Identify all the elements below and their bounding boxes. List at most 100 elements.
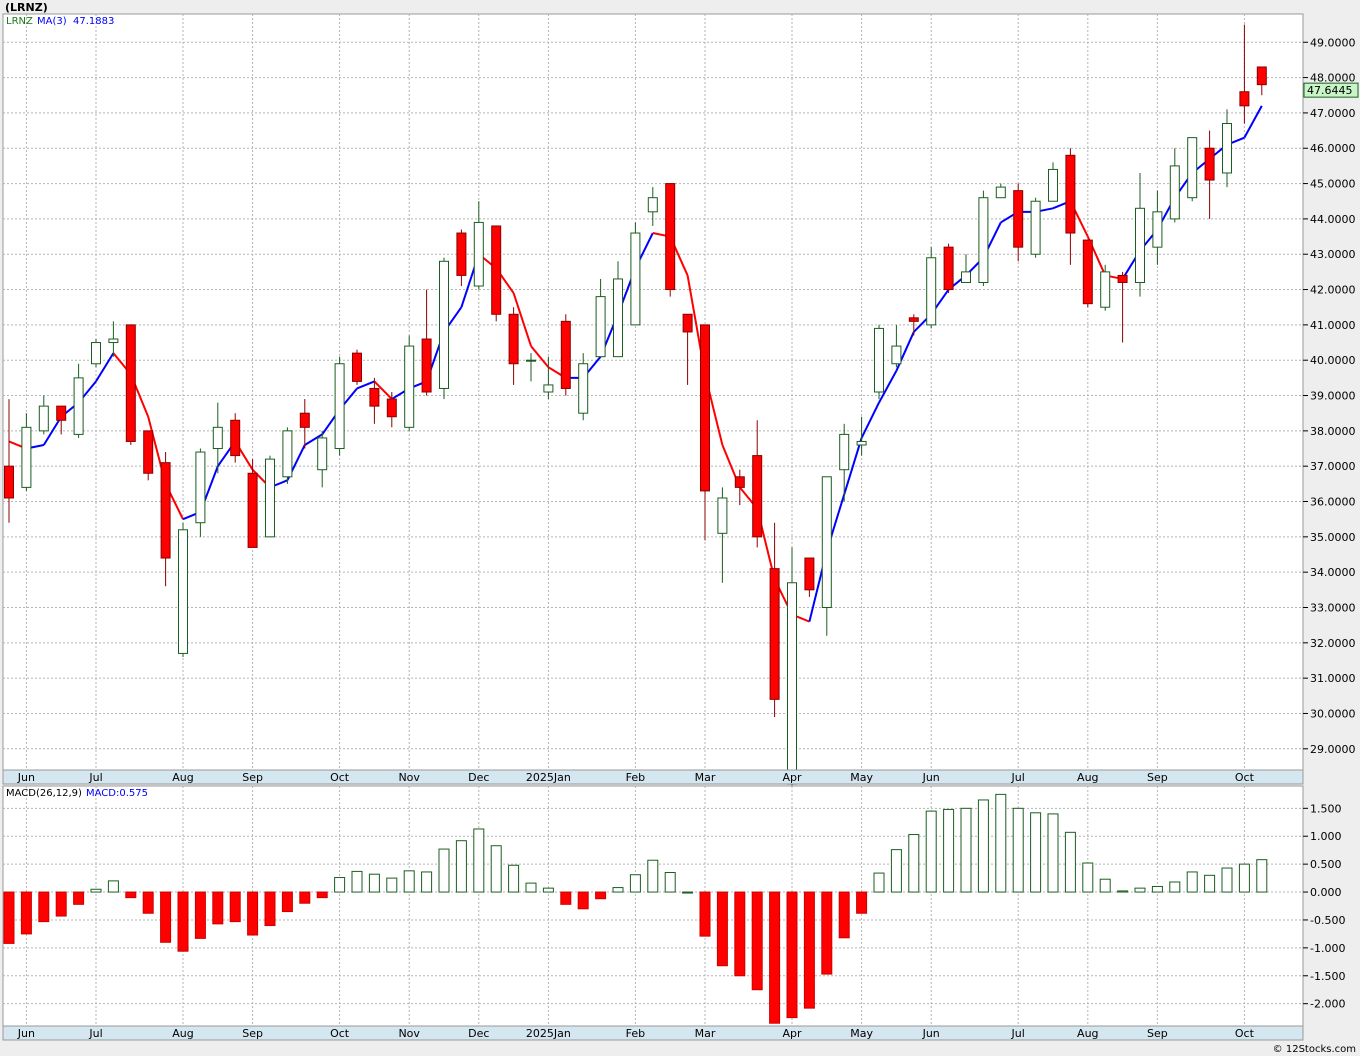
macd-bar — [177, 891, 189, 952]
candle — [456, 229, 467, 287]
candle — [874, 324, 884, 400]
candle-body — [1135, 207, 1145, 283]
candle — [717, 487, 728, 583]
macd-bar — [1134, 887, 1146, 893]
price-tick-label: 38.0000 — [1310, 425, 1356, 438]
candle-body — [1048, 168, 1058, 202]
macd-bar — [734, 891, 746, 977]
candle — [752, 420, 763, 548]
candle-body — [578, 363, 589, 414]
candle — [108, 321, 119, 357]
candle — [230, 413, 241, 463]
candle-body — [734, 476, 745, 488]
candle-body — [1169, 165, 1180, 220]
macd-bar — [629, 874, 641, 893]
candle-body — [38, 405, 49, 432]
ma3-segment — [530, 345, 550, 368]
candle — [212, 402, 223, 474]
candle — [38, 395, 49, 435]
candle-body — [787, 582, 797, 785]
candle-body — [630, 232, 641, 326]
candle — [1082, 239, 1093, 308]
macd-x-tick-label: Jul — [1011, 1027, 1025, 1040]
candle-body — [1239, 91, 1250, 107]
macd-bar — [229, 891, 241, 923]
candle-body — [108, 338, 119, 344]
macd-bar — [560, 891, 572, 905]
candle-body — [439, 260, 449, 389]
macd-bar — [299, 891, 311, 904]
candle-body — [1100, 271, 1111, 308]
ma-legend-label: MA(3) — [37, 16, 67, 27]
macd-bar — [925, 810, 937, 893]
candle — [299, 399, 310, 449]
macd-bar — [890, 849, 902, 893]
candle — [856, 416, 867, 456]
candle-body — [4, 465, 14, 499]
macd-tick-label: 0.500 — [1310, 858, 1342, 871]
ma3-segment — [42, 416, 63, 446]
candle — [647, 187, 658, 226]
candle-body — [212, 426, 223, 450]
macd-x-tick-label: Dec — [468, 1027, 489, 1040]
macd-legend-label: MACD(26,12,9) — [6, 788, 82, 799]
candle-body — [978, 197, 989, 283]
candle-body — [700, 324, 710, 492]
price-tick-label: 31.0000 — [1310, 672, 1356, 685]
price-x-tick-label: Jun — [922, 771, 940, 784]
macd-bar — [525, 882, 537, 893]
macd-bar — [38, 891, 50, 923]
candle-body — [874, 327, 884, 393]
candle — [595, 278, 606, 358]
price-tick-label: 40.0000 — [1310, 354, 1356, 367]
macd-bar — [960, 807, 972, 893]
candle — [560, 314, 571, 396]
candle-body — [352, 352, 362, 382]
candle — [334, 356, 345, 456]
price-x-tick-label: May — [850, 771, 873, 784]
candle-body — [926, 257, 937, 326]
candle — [630, 222, 641, 326]
price-tick-label: 32.0000 — [1310, 637, 1356, 650]
candle-body — [282, 430, 293, 478]
candle-body — [1256, 66, 1267, 86]
macd-legend-value: MACD:0.575 — [86, 788, 148, 799]
candle-body — [73, 377, 84, 435]
macd-x-tick-label: Sep — [1147, 1027, 1168, 1040]
macd-x-tick-label: Aug — [1077, 1027, 1098, 1040]
candle-body — [891, 345, 902, 365]
macd-bar — [438, 848, 450, 893]
candle — [1048, 162, 1058, 202]
macd-tick-label: 1.500 — [1310, 802, 1342, 815]
candle — [1204, 130, 1215, 219]
macd-bar — [1204, 874, 1216, 893]
macd-bar — [3, 891, 15, 944]
candle-body — [386, 398, 397, 418]
macd-bar — [995, 793, 1007, 893]
candlesticks — [4, 24, 1267, 806]
price-x-tick-label: Mar — [695, 771, 716, 784]
macd-bar — [421, 871, 433, 893]
candle — [1187, 137, 1198, 202]
macd-bar — [212, 891, 224, 925]
macd-x-tick-label: Nov — [398, 1027, 420, 1040]
macd-bar — [821, 891, 833, 975]
candle — [421, 289, 432, 396]
macd-x-axis-bar — [2, 1025, 1304, 1041]
candle-body — [247, 472, 258, 548]
macd-bar — [1099, 878, 1111, 893]
macd-bar — [1256, 859, 1268, 893]
candle — [908, 314, 919, 336]
candle — [526, 353, 536, 382]
macd-bar — [977, 799, 989, 893]
candle — [734, 469, 745, 506]
candle — [821, 476, 832, 636]
candle — [21, 413, 32, 491]
candle — [804, 557, 815, 597]
macd-x-tick-label: 2025Jan — [526, 1027, 571, 1040]
ma3-segment — [860, 402, 880, 439]
macd-bar — [595, 891, 607, 900]
ma3-segment — [878, 370, 898, 404]
macd-bar — [281, 891, 293, 913]
candle-body — [195, 451, 206, 524]
